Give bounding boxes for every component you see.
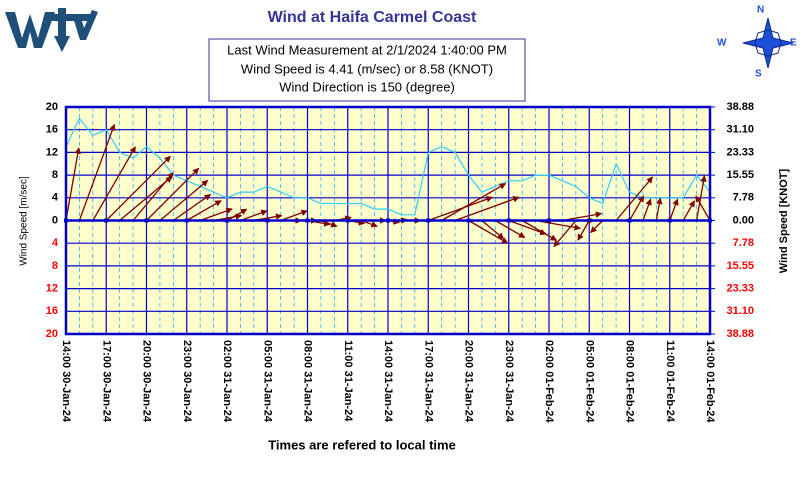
wind-arrow bbox=[628, 195, 645, 221]
y-tick-label: 12 bbox=[46, 283, 58, 295]
y2-tick-label: 38.88 bbox=[726, 101, 754, 113]
x-tick-label: 11:00 31-Jan-24 bbox=[342, 340, 354, 422]
wind-arrow bbox=[642, 198, 652, 221]
y-tick-label: 20 bbox=[46, 101, 58, 113]
x-axis-label: Times are refered to local time bbox=[268, 437, 456, 452]
wind-arrow bbox=[199, 207, 233, 222]
x-tick-label: 02:00 31-Jan-24 bbox=[221, 340, 233, 423]
y-tick-label: 4 bbox=[52, 192, 59, 204]
wind-arrow bbox=[240, 209, 268, 222]
wind-arrow bbox=[682, 200, 696, 221]
wind-arrow bbox=[186, 200, 222, 222]
wind-arrow bbox=[280, 209, 308, 222]
wind-arrow bbox=[159, 179, 209, 221]
wind-arrow bbox=[226, 208, 248, 222]
y2-tick-label: 38.88 bbox=[726, 328, 754, 340]
wind-arrow bbox=[508, 219, 547, 236]
wind-arrow bbox=[132, 172, 174, 221]
wind-arrow bbox=[577, 220, 590, 241]
info-line: Wind Speed is 4.41 (m/sec) or 8.58 (KNOT… bbox=[241, 61, 493, 76]
x-tick-label: 20:00 30-Jan-24 bbox=[141, 340, 153, 423]
chart-title: Wind at Haifa Carmel Coast bbox=[268, 9, 477, 26]
wind-arrow bbox=[428, 196, 493, 222]
x-tick-label: 17:00 30-Jan-24 bbox=[100, 340, 112, 423]
x-tick-label: 17:00 31-Jan-24 bbox=[422, 340, 434, 423]
wind-arrow bbox=[615, 176, 654, 221]
compass: N E S W bbox=[717, 5, 797, 80]
x-tick-label: 05:00 31-Jan-24 bbox=[261, 340, 273, 423]
y-axis-label: Wind Speed [m/sec] bbox=[19, 176, 30, 266]
y2-tick-label: 15.55 bbox=[726, 169, 754, 181]
x-tick-label: 08:00 31-Jan-24 bbox=[302, 340, 314, 423]
wind-arrow bbox=[695, 195, 711, 221]
wind-arrow bbox=[590, 220, 604, 233]
x-tick-label: 05:00 01-Feb-24 bbox=[583, 340, 595, 423]
x-tick-label: 11:00 01-Feb-24 bbox=[664, 340, 676, 423]
wind-arrow bbox=[535, 219, 581, 231]
info-line: Wind Direction is 150 (degree) bbox=[279, 79, 455, 94]
y2-tick-label: 0.00 bbox=[733, 214, 754, 226]
x-tick-label: 08:00 01-Feb-24 bbox=[624, 340, 636, 423]
wind-arrow bbox=[468, 219, 509, 244]
y-tick-label: 16 bbox=[46, 124, 58, 136]
wind-arrow bbox=[172, 193, 212, 222]
y-tick-label: 8 bbox=[52, 169, 58, 181]
compass-label: N bbox=[757, 5, 764, 16]
wind-arrow bbox=[92, 146, 136, 221]
x-tick-label: 14:00 31-Jan-24 bbox=[382, 340, 394, 423]
wind-arrow bbox=[146, 167, 200, 221]
x-tick-label: 23:00 30-Jan-24 bbox=[181, 340, 193, 423]
y-tick-label: 12 bbox=[46, 146, 58, 158]
compass-label: S bbox=[755, 69, 762, 80]
compass-label: E bbox=[790, 38, 797, 49]
x-tick-label: 02:00 01-Feb-24 bbox=[543, 340, 555, 423]
compass-label: W bbox=[717, 38, 727, 49]
wind-arrow bbox=[78, 123, 116, 221]
y-tick-label: 0 bbox=[52, 214, 58, 226]
y-tick-label: 8 bbox=[52, 260, 58, 272]
x-tick-label: 20:00 31-Jan-24 bbox=[463, 340, 475, 423]
y2-tick-label: 23.33 bbox=[726, 283, 754, 295]
wind-arrow bbox=[105, 155, 171, 221]
info-line: Last Wind Measurement at 2/1/2024 1:40:0… bbox=[227, 42, 507, 57]
y2-axis-label: Wind Speed [KNOT] bbox=[778, 168, 790, 273]
wind-arrow bbox=[655, 197, 663, 221]
wind-arrow bbox=[481, 220, 505, 240]
y-tick-label: 20 bbox=[46, 328, 58, 340]
wind-arrow bbox=[521, 219, 558, 241]
logo bbox=[5, 8, 98, 52]
x-tick-label: 23:00 31-Jan-24 bbox=[503, 340, 515, 423]
wind-arrow bbox=[65, 147, 81, 221]
wind-arrow bbox=[669, 198, 679, 221]
y2-tick-label: 7.78 bbox=[733, 192, 754, 204]
wind-arrow bbox=[454, 196, 520, 222]
y2-tick-label: 31.10 bbox=[726, 305, 754, 317]
info-box bbox=[208, 38, 526, 102]
x-tick-label: 14:00 01-Feb-24 bbox=[704, 340, 716, 423]
wind-arrow bbox=[553, 220, 577, 248]
y2-tick-label: 15.55 bbox=[726, 260, 754, 272]
wind-arrow bbox=[495, 219, 526, 239]
x-tick-label: 14:00 30-Jan-24 bbox=[60, 340, 72, 423]
y-tick-label: 4 bbox=[52, 237, 59, 249]
y-tick-label: 16 bbox=[46, 305, 58, 317]
y2-tick-label: 7.78 bbox=[733, 237, 754, 249]
wind-arrow bbox=[441, 183, 507, 222]
y2-tick-label: 31.10 bbox=[726, 124, 754, 136]
y2-tick-label: 23.33 bbox=[726, 146, 754, 158]
